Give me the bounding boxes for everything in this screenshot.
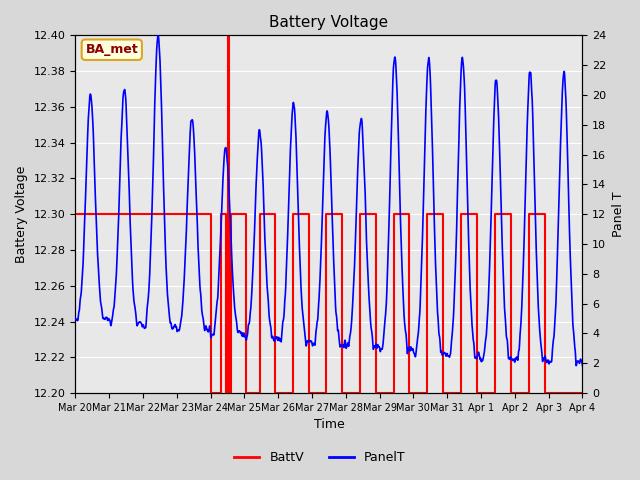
X-axis label: Time: Time — [314, 419, 344, 432]
Legend: BattV, PanelT: BattV, PanelT — [229, 446, 411, 469]
Text: BA_met: BA_met — [85, 43, 138, 56]
Y-axis label: Panel T: Panel T — [612, 192, 625, 237]
Y-axis label: Battery Voltage: Battery Voltage — [15, 166, 28, 263]
Title: Battery Voltage: Battery Voltage — [269, 15, 388, 30]
